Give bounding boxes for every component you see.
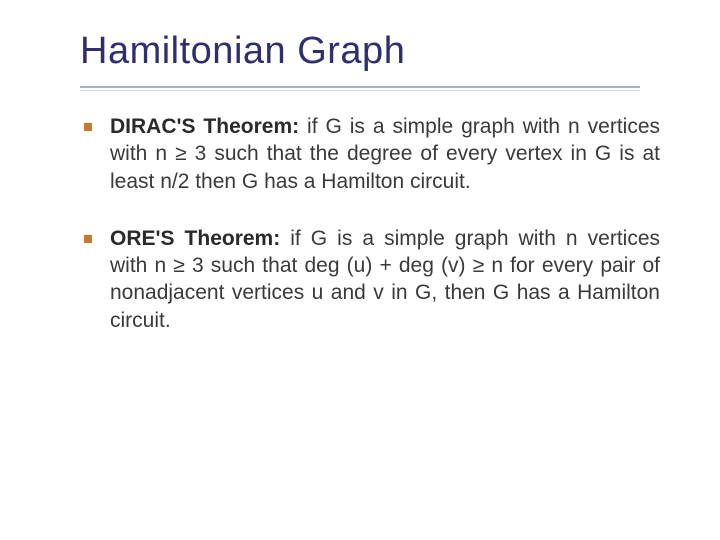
list-item: DIRAC'S Theorem: if G is a simple graph … xyxy=(80,113,660,195)
slide-title: Hamiltonian Graph xyxy=(80,30,660,73)
list-item: ORE'S Theorem: if G is a simple graph wi… xyxy=(80,225,660,334)
theorem-label: ORE'S Theorem: xyxy=(110,227,280,250)
theorem-label: DIRAC'S Theorem: xyxy=(110,115,299,138)
slide: Hamiltonian Graph DIRAC'S Theorem: if G … xyxy=(0,0,720,540)
theorem-list: DIRAC'S Theorem: if G is a simple graph … xyxy=(80,113,660,334)
title-underline xyxy=(80,86,640,88)
